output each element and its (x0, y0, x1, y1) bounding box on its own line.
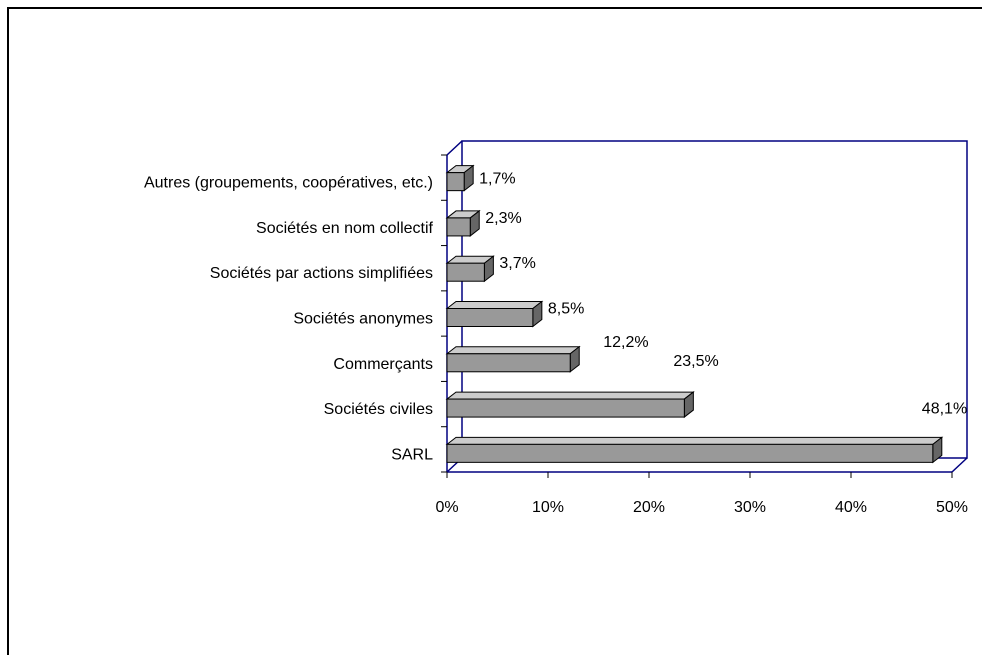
bar-top (447, 302, 542, 309)
x-tick-label: 50% (936, 499, 968, 516)
x-tick-label: 40% (835, 499, 867, 516)
bar-front (447, 354, 570, 372)
category-label: SARL (391, 446, 433, 463)
category-label: Commerçants (333, 356, 433, 373)
category-label: Sociétés civiles (324, 401, 433, 418)
bar-front (447, 309, 533, 327)
category-labels: SARL Sociétés civiles Commerçants Sociétés … (144, 175, 434, 464)
x-tick-label: 20% (633, 499, 665, 516)
data-label: 2,3% (485, 210, 521, 227)
bar-front (447, 399, 684, 417)
x-tick-label: 0% (435, 499, 458, 516)
bar (447, 347, 579, 372)
data-label: 48,1% (922, 400, 967, 417)
data-label: 8,5% (548, 301, 584, 318)
data-label: 12,2% (603, 334, 648, 351)
bar (447, 211, 479, 236)
bar-top (447, 392, 693, 399)
category-label: Sociétés par actions simplifiées (210, 265, 433, 282)
bar (447, 392, 693, 417)
bar-front (447, 218, 470, 236)
side-wall-top-edge (447, 141, 462, 155)
x-tick-label: 30% (734, 499, 766, 516)
bar (447, 302, 542, 327)
bar (447, 437, 942, 462)
data-label: 3,7% (499, 255, 535, 272)
bar-top (447, 347, 579, 354)
bar-front (447, 263, 484, 281)
data-labels: 48,1% 23,5% 12,2% 8,5% 3,7% 2,3% 1,7% (479, 171, 967, 418)
floor-right-edge (952, 458, 967, 472)
bar-front (447, 173, 464, 191)
bar (447, 256, 493, 281)
category-label: Sociétés en nom collectif (256, 220, 434, 237)
bar-front (447, 444, 933, 462)
x-tick-labels: 0% 10% 20% 30% 40% 50% (435, 472, 968, 516)
data-label: 23,5% (673, 353, 718, 370)
data-label: 1,7% (479, 171, 515, 188)
category-label: Autres (groupements, coopératives, etc.) (144, 175, 433, 192)
bar-top (447, 437, 942, 444)
bar (447, 166, 473, 191)
x-tick-label: 10% (532, 499, 564, 516)
category-label: Sociétés anonymes (293, 311, 433, 328)
